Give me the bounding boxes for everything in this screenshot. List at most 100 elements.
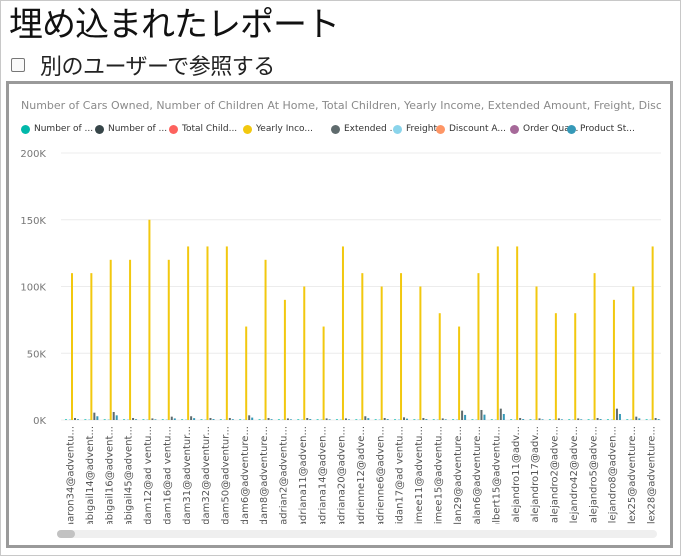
bar-number-of-cars	[510, 419, 513, 420]
x-tick-label: adam12@ad ventu...	[143, 426, 154, 524]
bar-extended-amount	[480, 409, 483, 420]
bar-freight	[436, 419, 439, 420]
bar-yearly-income	[651, 246, 654, 420]
y-tick-label: 50K	[27, 349, 47, 360]
bar-extended-amount	[635, 416, 638, 420]
bar-number-of-cars	[239, 419, 242, 420]
bar-product-std-cost	[193, 418, 196, 420]
legend-item[interactable]: Number of ...	[21, 124, 93, 134]
bar-freight	[301, 419, 304, 420]
bar-freight	[610, 419, 613, 420]
bar-freight	[127, 419, 130, 420]
legend-item[interactable]: Discount A...	[436, 124, 506, 134]
horizontal-scrollbar[interactable]	[57, 530, 657, 538]
bar-number-of-cars	[84, 419, 87, 420]
x-tick-label: alan29@adventure...	[453, 426, 464, 524]
bar-number-of-cars	[490, 419, 493, 420]
x-tick-label: alejandro17@adv...	[530, 426, 541, 523]
bar-number-of-cars	[103, 419, 106, 420]
bar-extended-amount	[519, 417, 522, 420]
bar-freight	[417, 419, 420, 420]
bar-freight	[223, 419, 226, 420]
bar-freight	[88, 419, 91, 420]
bar-yearly-income	[322, 326, 325, 420]
legend-item[interactable]: Product St...	[567, 124, 635, 134]
page-title: 埋め込まれたレポート	[9, 5, 340, 45]
x-tick-label: adrienne6@adven...	[375, 426, 386, 524]
bar-freight	[456, 419, 459, 420]
x-tick-label: adriana14@adven...	[317, 426, 328, 524]
bar-extended-amount	[538, 418, 541, 420]
bar-number-of-cars	[355, 419, 358, 420]
bar-yearly-income	[264, 259, 267, 420]
bar-product-std-cost	[580, 419, 583, 420]
legend-item[interactable]: Total Child...	[169, 124, 237, 134]
y-tick-label: 150K	[20, 216, 46, 227]
bar-yearly-income	[554, 313, 557, 420]
bar-freight	[204, 419, 207, 420]
bar-freight	[165, 419, 168, 420]
bar-extended-amount	[344, 418, 347, 420]
bar-yearly-income	[283, 299, 286, 420]
scrollbar-thumb[interactable]	[57, 530, 75, 538]
bar-number-of-cars	[606, 419, 609, 420]
bar-yearly-income	[71, 273, 73, 420]
view-as-toggle[interactable]: 別のユーザーで参照する	[11, 52, 275, 80]
x-tick-label: alan6@adventure...	[472, 426, 483, 524]
bar-extended-amount	[325, 418, 328, 420]
bar-extended-amount	[132, 417, 135, 420]
bar-number-of-cars	[452, 419, 455, 420]
bar-freight	[243, 419, 246, 420]
bar-product-std-cost	[251, 417, 254, 420]
legend-item[interactable]: Order Qua...	[510, 124, 578, 134]
bar-product-std-cost	[173, 418, 176, 420]
bar-product-std-cost	[483, 414, 486, 420]
bar-extended-amount	[441, 418, 444, 420]
bar-extended-amount	[112, 411, 115, 420]
bar-product-std-cost	[135, 419, 138, 420]
bar-product-std-cost	[77, 419, 79, 420]
bar-product-std-cost	[154, 419, 157, 420]
legend-marker	[510, 124, 519, 134]
bar-extended-amount	[209, 417, 212, 420]
legend-label: Number of ...	[108, 124, 168, 134]
legend-label: Yearly Inco...	[256, 124, 313, 134]
bar-yearly-income	[303, 286, 306, 420]
view-as-checkbox[interactable]	[11, 58, 25, 72]
legend-item[interactable]: Freight	[393, 124, 437, 134]
y-tick-label: 100K	[20, 283, 46, 294]
bar-number-of-cars	[142, 419, 145, 420]
bar-product-std-cost	[444, 419, 447, 420]
bar-product-std-cost	[657, 419, 660, 420]
bar-freight	[359, 419, 362, 420]
bar-extended-amount	[654, 417, 657, 420]
bar-product-std-cost	[541, 419, 544, 420]
bar-freight	[398, 419, 401, 420]
bar-yearly-income	[380, 286, 383, 420]
view-as-label: 別のユーザーで参照する	[40, 55, 275, 80]
bar-product-std-cost	[522, 419, 525, 420]
bar-yearly-income	[109, 259, 112, 420]
x-tick-label: adriana11@adven...	[298, 426, 309, 524]
bar-freight	[572, 419, 575, 420]
bar-number-of-cars	[413, 419, 416, 420]
visual-title: Number of Cars Owned, Number of Children…	[21, 99, 661, 112]
bar-extended-amount	[267, 417, 270, 420]
legend-item[interactable]: Yearly Inco...	[243, 124, 313, 134]
bar-product-std-cost	[115, 415, 118, 420]
bar-number-of-cars	[161, 419, 164, 420]
bar-extended-amount	[151, 418, 154, 420]
bar-product-std-cost	[309, 419, 312, 420]
bar-yearly-income	[612, 299, 615, 420]
bar-freight	[320, 419, 323, 420]
bar-freight	[494, 419, 497, 420]
x-tick-label: alejandro2@adve...	[550, 426, 561, 523]
legend-item[interactable]: Number of ...	[95, 124, 167, 134]
bar-yearly-income	[400, 273, 403, 420]
bar-product-std-cost	[425, 419, 428, 420]
legend-item[interactable]: Extended ...	[331, 124, 398, 134]
bar-freight	[552, 419, 555, 420]
bar-freight	[378, 419, 381, 420]
x-tick-label: adrian2@adventu...	[279, 426, 290, 524]
